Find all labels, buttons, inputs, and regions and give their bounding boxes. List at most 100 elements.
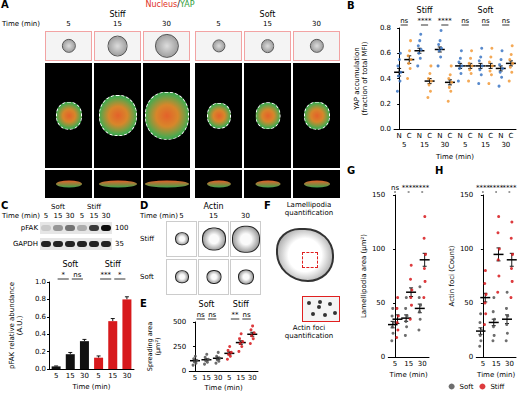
svg-text:100: 100 — [460, 245, 473, 253]
svg-text:0.6: 0.6 — [380, 49, 392, 57]
svg-text:ns: ns — [481, 17, 489, 25]
svg-text:15: 15 — [420, 141, 429, 149]
svg-text:5: 5 — [96, 372, 100, 380]
svg-text:C: C — [508, 132, 513, 140]
svg-text:Spreading area: Spreading area — [146, 322, 154, 372]
svg-text:C: C — [468, 132, 473, 140]
svg-text:N: N — [396, 132, 401, 140]
svg-text:****: **** — [402, 184, 417, 192]
svg-text:ns: ns — [73, 271, 81, 279]
svg-text:(A.U.): (A.U.) — [16, 315, 24, 335]
svg-text:(fraction of total MFI): (fraction of total MFI) — [361, 41, 369, 115]
svg-text:N: N — [498, 132, 503, 140]
svg-text:5: 5 — [193, 374, 197, 382]
svg-text:**: ** — [232, 311, 240, 319]
svg-text:C: C — [427, 132, 432, 140]
svg-text:****: **** — [502, 184, 517, 192]
svg-text:Stiff: Stiff — [490, 383, 504, 391]
svg-text:0.8: 0.8 — [380, 24, 391, 32]
svg-text:ns: ns — [461, 17, 469, 25]
svg-text:Time (min): Time (min) — [204, 384, 243, 392]
svg-text:Stiff: Stiff — [105, 260, 121, 269]
svg-text:Soft: Soft — [62, 260, 78, 269]
svg-text:15: 15 — [108, 372, 117, 380]
svg-text:50: 50 — [376, 299, 385, 307]
svg-text:30: 30 — [418, 360, 427, 368]
svg-text:Time (min): Time (min) — [389, 371, 428, 379]
svg-text:15: 15 — [481, 141, 490, 149]
svg-text:30: 30 — [505, 360, 514, 368]
svg-text:****: **** — [418, 17, 433, 25]
svg-text:Time (min): Time (min) — [476, 371, 515, 379]
svg-text:0.0: 0.0 — [380, 125, 391, 133]
svg-text:ns: ns — [400, 17, 408, 25]
svg-text:100: 100 — [372, 245, 385, 253]
svg-text:*: * — [61, 271, 65, 279]
svg-text:ns: ns — [391, 184, 399, 192]
svg-text:N: N — [417, 132, 422, 140]
svg-text:30: 30 — [248, 374, 257, 382]
svg-text:ns: ns — [242, 311, 250, 319]
svg-text:Soft: Soft — [199, 300, 215, 309]
svg-text:Lamellipodia area (µm²): Lamellipodia area (µm²) — [360, 234, 368, 318]
svg-text:15: 15 — [202, 374, 211, 382]
svg-text:****: **** — [415, 184, 430, 192]
svg-text:5: 5 — [393, 360, 397, 368]
svg-text:1.0: 1.0 — [35, 278, 46, 286]
svg-text:*: * — [118, 271, 122, 279]
svg-text:0.4: 0.4 — [380, 75, 392, 83]
svg-text:0: 0 — [182, 367, 186, 375]
svg-text:5: 5 — [402, 141, 406, 149]
svg-text:N: N — [437, 132, 442, 140]
svg-text:Soft: Soft — [478, 6, 494, 15]
svg-text:0.0: 0.0 — [35, 365, 46, 373]
svg-text:5: 5 — [481, 360, 485, 368]
svg-text:N: N — [457, 132, 462, 140]
svg-text:5: 5 — [463, 141, 467, 149]
svg-text:ns: ns — [208, 311, 216, 319]
svg-text:30: 30 — [440, 141, 449, 149]
svg-text:30: 30 — [213, 374, 222, 382]
svg-text:****: **** — [438, 17, 453, 25]
svg-text:pFAK relative abundance: pFAK relative abundance — [8, 282, 16, 369]
svg-text:Stiff: Stiff — [233, 300, 249, 309]
svg-text:N: N — [478, 132, 483, 140]
svg-text:0.4: 0.4 — [35, 330, 47, 338]
svg-text:C: C — [407, 132, 412, 140]
svg-text:ns: ns — [197, 311, 205, 319]
svg-text:YAP accumulation: YAP accumulation — [353, 47, 361, 110]
svg-text:30: 30 — [501, 141, 510, 149]
svg-text:C: C — [488, 132, 493, 140]
svg-text:0.6: 0.6 — [35, 313, 47, 321]
svg-text:0: 0 — [381, 353, 385, 361]
svg-text:250: 250 — [173, 343, 186, 351]
svg-text:500: 500 — [173, 318, 186, 326]
svg-text:***: *** — [100, 271, 111, 279]
html-text:Actin foci quantification: Actin foci quantification — [284, 324, 334, 340]
svg-text:0: 0 — [469, 353, 473, 361]
svg-text:15: 15 — [492, 360, 501, 368]
svg-text:15: 15 — [66, 372, 75, 380]
html-text:Lamellipodia quantification: Lamellipodia quantification — [284, 201, 334, 217]
svg-text:5: 5 — [227, 374, 231, 382]
svg-text:150: 150 — [460, 191, 473, 199]
svg-text:50: 50 — [464, 299, 473, 307]
svg-text:ns: ns — [502, 17, 510, 25]
svg-text:30: 30 — [122, 372, 131, 380]
svg-text:5: 5 — [54, 372, 58, 380]
svg-text:(µm²): (µm²) — [154, 337, 162, 355]
svg-text:15: 15 — [404, 360, 413, 368]
svg-text:C: C — [447, 132, 452, 140]
svg-text:0.2: 0.2 — [35, 348, 46, 356]
svg-text:30: 30 — [80, 372, 89, 380]
svg-text:0.8: 0.8 — [35, 295, 46, 303]
svg-text:15: 15 — [236, 374, 245, 382]
svg-text:Time (min): Time (min) — [435, 153, 474, 161]
svg-text:150: 150 — [372, 191, 385, 199]
svg-text:Stiff: Stiff — [417, 6, 433, 15]
html-text:Nucleus / YAP: Nucleus / YAP — [145, 0, 195, 9]
svg-text:Actin foci (Count): Actin foci (Count) — [448, 245, 456, 306]
svg-text:0.2: 0.2 — [380, 100, 391, 108]
svg-text:Time (min): Time (min) — [72, 383, 111, 391]
svg-text:Soft: Soft — [460, 383, 474, 391]
